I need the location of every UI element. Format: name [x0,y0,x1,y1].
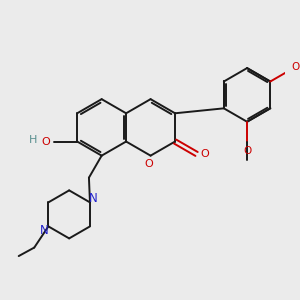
Text: N: N [40,224,49,237]
Text: O: O [201,149,209,159]
Text: O: O [243,146,251,156]
Text: O: O [42,136,50,146]
Text: O: O [144,159,153,169]
Text: O: O [292,62,300,72]
Text: H: H [28,135,37,145]
Text: N: N [89,193,98,206]
